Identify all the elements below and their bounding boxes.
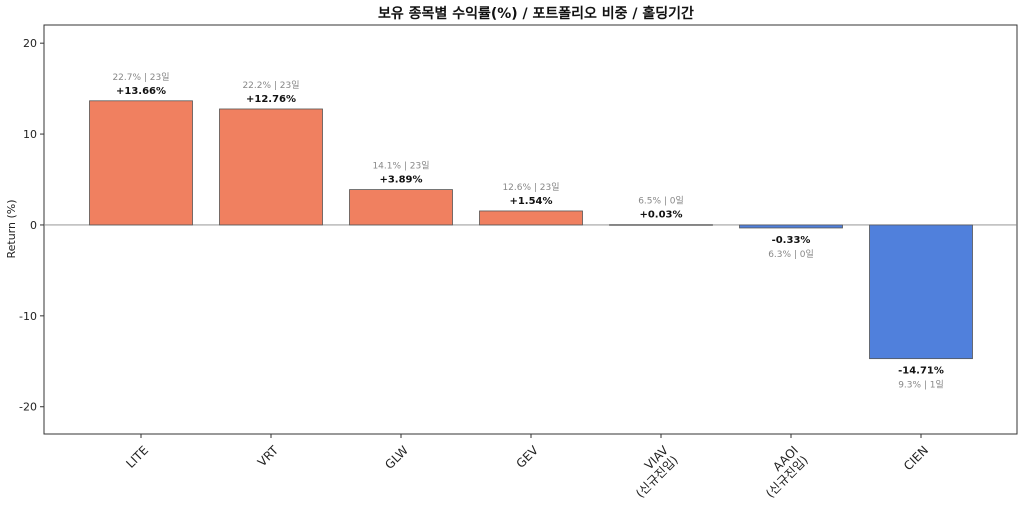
- weight-hold-label: 22.7% | 23일: [112, 72, 169, 83]
- bar: [869, 224, 973, 360]
- x-tick-label: GEV: [513, 443, 541, 471]
- bar: [219, 108, 323, 226]
- bar: [739, 224, 843, 229]
- x-tick-label: VRT: [255, 443, 282, 470]
- x-tick-label: VIAV(신규진입): [623, 443, 681, 501]
- value-label: +13.66%: [116, 86, 166, 97]
- y-tick-label: -20: [19, 401, 37, 414]
- x-tick-label: CIEN: [901, 443, 931, 473]
- value-label: +12.76%: [246, 94, 296, 105]
- weight-hold-label: 6.5% | 0일: [638, 196, 684, 207]
- weight-hold-label: 14.1% | 23일: [372, 161, 429, 172]
- x-tick-label: GLW: [382, 443, 411, 472]
- x-tick-label: LITE: [123, 443, 151, 471]
- chart-title: 보유 종목별 수익률(%) / 포트폴리오 비중 / 홀딩기간: [378, 5, 694, 22]
- weight-hold-label: 9.3% | 1일: [898, 380, 944, 391]
- x-tick-label: AAOI(신규진입): [753, 443, 811, 501]
- value-label: +0.03%: [639, 210, 682, 221]
- y-tick-label: 10: [23, 128, 37, 141]
- value-label: +3.89%: [379, 175, 422, 186]
- bar: [609, 224, 713, 226]
- y-tick-label: 0: [30, 219, 37, 232]
- weight-hold-label: 6.3% | 0일: [768, 249, 814, 260]
- y-tick-label: 20: [23, 37, 37, 50]
- plot-area: -20 -10 0 10 20 +13.66% 22.7% | 23일 LITE +12.76%…: [19, 24, 1018, 501]
- bar: [349, 189, 453, 226]
- value-label: +1.54%: [509, 196, 552, 207]
- weight-hold-label: 12.6% | 23일: [502, 182, 559, 193]
- weight-hold-label: 22.2% | 23일: [242, 80, 299, 91]
- y-tick-label: -10: [19, 310, 37, 323]
- value-label: -14.71%: [898, 366, 944, 377]
- bar: [479, 210, 583, 226]
- bar: [89, 100, 193, 226]
- value-label: -0.33%: [772, 235, 811, 246]
- y-axis-label: Return (%): [5, 199, 18, 258]
